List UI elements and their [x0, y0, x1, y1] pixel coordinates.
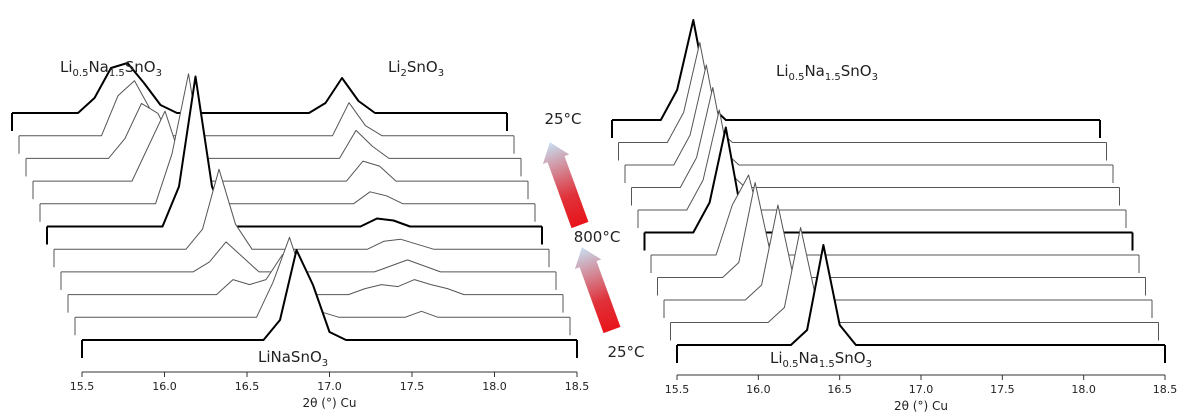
- waterfall-panel: 15.5 16.0 16.5 17.0 17.5 18.0 18.52θ (°) CuLi0…: [611, 19, 1178, 413]
- subscript: 1.5: [825, 72, 841, 83]
- trace: [26, 102, 521, 159]
- x-tick-label: 15.5: [665, 383, 690, 396]
- trace: [651, 174, 1139, 256]
- subscript: 3: [872, 72, 878, 83]
- x-tick-label: 15.5: [70, 380, 95, 393]
- x-tick-label: 17.0: [909, 383, 934, 396]
- waterfall-panel: 15.5 16.0 16.5 17.0 17.5 18.0 18.52θ (°) CuLi0…: [11, 58, 590, 410]
- x-tick-label: 18.5: [565, 380, 590, 393]
- formula-part: Li: [776, 62, 789, 80]
- phase-label: Li0.5Na1.5SnO3: [770, 349, 872, 370]
- trace-mask: [670, 227, 1159, 353]
- trace: [670, 227, 1159, 323]
- trace-mask: [68, 254, 563, 325]
- trace: [82, 249, 577, 341]
- x-axis-label: 2θ (°) Cu: [303, 396, 357, 410]
- x-tick-label: 18.5: [1153, 383, 1178, 396]
- trace: [12, 62, 507, 114]
- x-tick-label: 16.0: [746, 383, 771, 396]
- subscript: 2: [401, 68, 407, 79]
- temperature-arrows: 25°C 800°C 25°C: [542, 110, 645, 361]
- x-tick-label: 16.5: [235, 380, 260, 393]
- phase-label: Li2SnO3: [388, 58, 444, 79]
- phase-label: LiNaSnO3: [258, 348, 328, 369]
- temperature-label: 800°C: [574, 228, 621, 246]
- trace-mask: [638, 110, 1126, 240]
- x-tick-label: 18.0: [482, 380, 507, 393]
- formula-part: SnO: [841, 62, 872, 80]
- subscript: 3: [866, 359, 872, 370]
- formula-part: SnO: [835, 349, 866, 367]
- phase-label: Li0.5Na1.5SnO3: [60, 58, 162, 79]
- trace: [54, 168, 549, 250]
- trace: [664, 204, 1152, 301]
- trace: [612, 19, 1100, 121]
- subscript: 0.5: [783, 359, 799, 370]
- subscript: 3: [322, 358, 328, 369]
- trace: [19, 80, 514, 137]
- trace-mask: [75, 237, 570, 348]
- phase-label: Li0.5Na1.5SnO3: [776, 62, 878, 83]
- trace: [33, 110, 528, 182]
- temperature-label: 25°C: [607, 343, 644, 361]
- trace: [644, 126, 1133, 234]
- formula-part: LiNaSnO: [258, 348, 322, 366]
- trace: [631, 87, 1120, 188]
- subscript: 3: [438, 68, 444, 79]
- trace: [618, 42, 1107, 143]
- subscript: 0.5: [73, 68, 89, 79]
- trace: [657, 182, 1146, 278]
- trace-mask: [677, 245, 1165, 375]
- x-tick-label: 16.5: [827, 383, 852, 396]
- trace-mask: [625, 65, 1113, 195]
- formula-part: Na: [798, 349, 818, 367]
- trace-mask: [33, 111, 528, 212]
- subscript: 1.5: [109, 68, 125, 79]
- subscript: 3: [156, 68, 162, 79]
- trace-mask: [54, 169, 549, 280]
- trace: [47, 75, 542, 228]
- cooling-arrow: [574, 247, 621, 334]
- trace: [61, 241, 556, 273]
- x-tick-label: 16.0: [152, 380, 177, 393]
- formula-part: SnO: [407, 58, 438, 76]
- trace-mask: [47, 76, 542, 257]
- x-tick-label: 17.0: [317, 380, 342, 393]
- formula-part: Li: [388, 58, 401, 76]
- trace-mask: [618, 42, 1107, 173]
- formula-part: Na: [804, 62, 824, 80]
- trace: [40, 73, 535, 205]
- trace-mask: [40, 73, 535, 234]
- subscript: 0.5: [789, 72, 805, 83]
- trace: [677, 244, 1165, 346]
- trace-mask: [612, 20, 1100, 150]
- formula-part: Na: [88, 58, 108, 76]
- trace-mask: [631, 87, 1120, 218]
- temperature-label: 25°C: [544, 110, 581, 128]
- formula-part: Li: [60, 58, 73, 76]
- trace-mask: [644, 127, 1133, 263]
- x-tick-label: 18.0: [1071, 383, 1096, 396]
- x-tick-label: 17.5: [990, 383, 1015, 396]
- trace: [638, 109, 1126, 211]
- trace: [625, 64, 1113, 166]
- x-tick-label: 17.5: [400, 380, 425, 393]
- formula-part: SnO: [125, 58, 156, 76]
- formula-part: Li: [770, 349, 783, 367]
- subscript: 1.5: [819, 359, 835, 370]
- x-axis-label: 2θ (°) Cu: [894, 399, 948, 413]
- heating-arrow: [542, 142, 589, 229]
